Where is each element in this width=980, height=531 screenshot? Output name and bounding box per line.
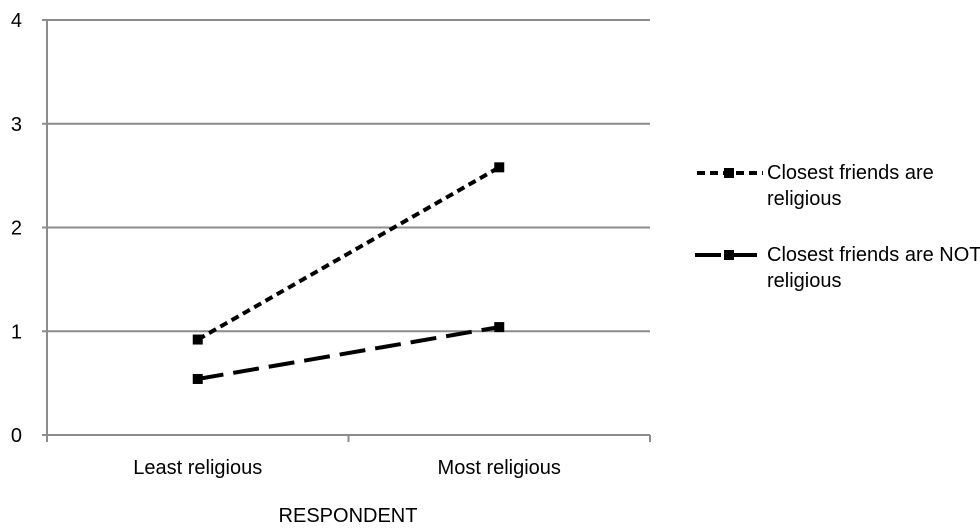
y-tick-label: 4 xyxy=(11,10,22,32)
data-point-marker xyxy=(192,373,203,384)
data-point-marker xyxy=(494,322,505,333)
legend-label: Closest friends are NOT religious xyxy=(767,244,980,292)
legend-item-religious: Closest friends are religious xyxy=(693,160,980,220)
y-tick-label: 3 xyxy=(11,114,22,136)
gridlines xyxy=(47,19,650,436)
legend-label: Closest friends are religious xyxy=(767,162,934,210)
x-tick-label: Least religious xyxy=(133,457,262,479)
series-line-1 xyxy=(197,325,500,381)
series-lines xyxy=(192,162,505,384)
y-tick-label: 1 xyxy=(11,321,22,343)
y-axis: 0 1 2 3 4 xyxy=(11,10,48,447)
legend-item-not-religious: Closest friends are NOT religious xyxy=(693,242,980,302)
series-line-0 xyxy=(196,165,501,342)
x-axis-title: RESPONDENT xyxy=(279,505,418,527)
legend: Closest friends are religious Closest fr… xyxy=(693,160,980,302)
x-axis: Least religious Most religious xyxy=(46,435,651,479)
x-tick-label: Most religious xyxy=(438,457,561,479)
legend-swatch-short-dash xyxy=(697,168,763,178)
data-point-marker xyxy=(494,162,505,173)
data-point-marker xyxy=(192,334,203,345)
y-tick-label: 0 xyxy=(11,425,22,447)
y-tick-label: 2 xyxy=(11,218,22,240)
legend-swatch-long-dash xyxy=(695,250,765,260)
